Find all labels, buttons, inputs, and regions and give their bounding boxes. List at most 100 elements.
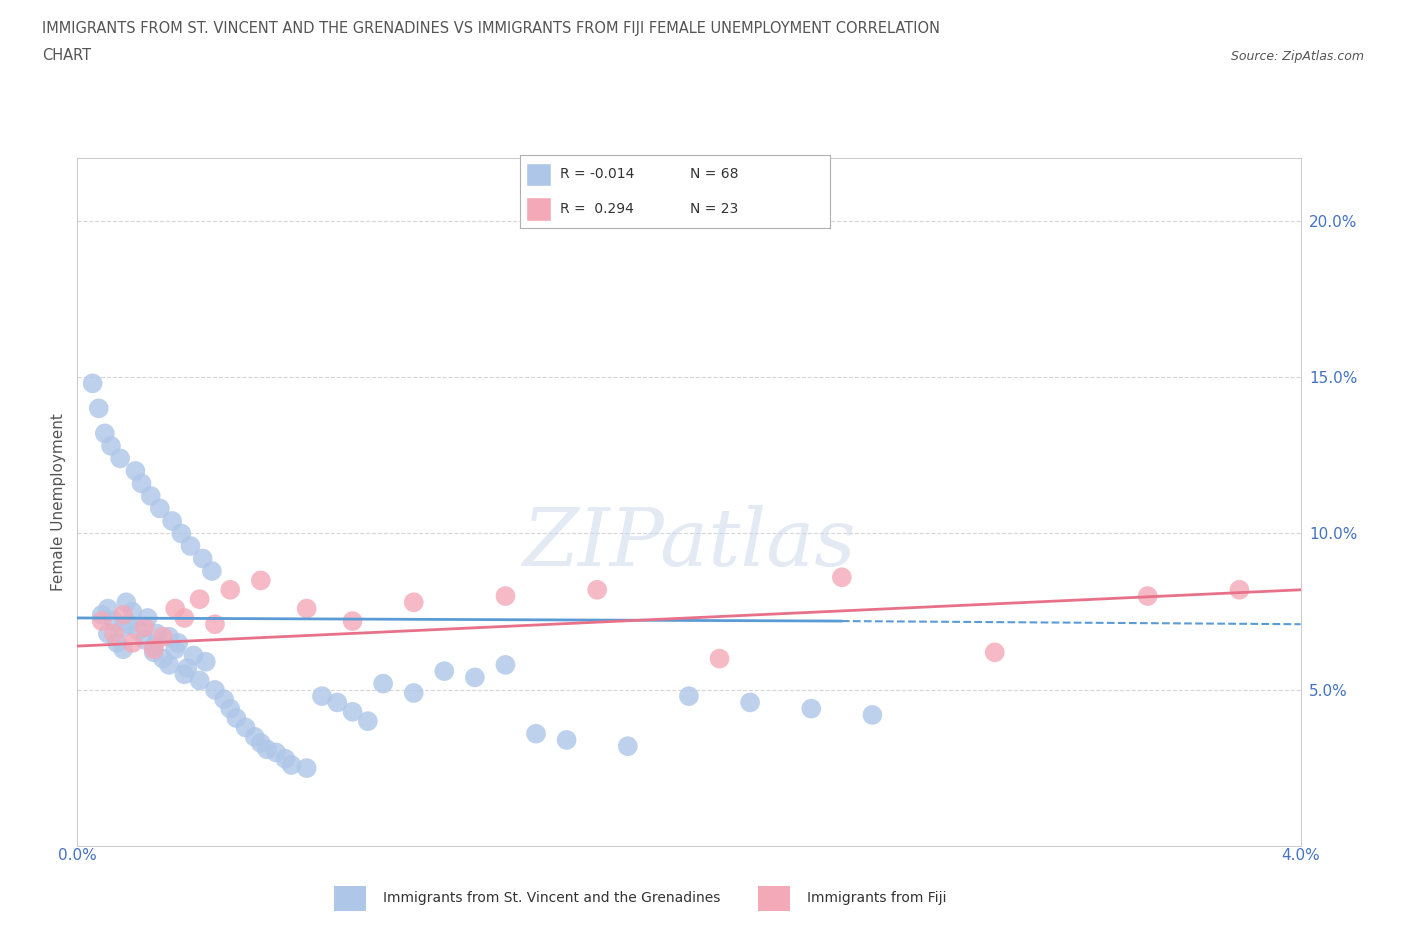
Point bbox=[188, 591, 211, 606]
Point bbox=[191, 551, 214, 566]
Point bbox=[149, 501, 172, 516]
Point bbox=[170, 526, 193, 541]
Point bbox=[243, 729, 266, 744]
Point bbox=[831, 570, 853, 585]
Text: R = -0.014: R = -0.014 bbox=[561, 167, 634, 181]
Point bbox=[146, 626, 169, 641]
Point bbox=[94, 426, 117, 441]
Point bbox=[124, 463, 146, 478]
Point bbox=[165, 601, 187, 616]
Point bbox=[173, 667, 195, 682]
Point bbox=[1229, 582, 1251, 597]
Point bbox=[617, 738, 640, 753]
Point bbox=[495, 658, 517, 672]
Point bbox=[112, 642, 135, 657]
Point bbox=[136, 610, 159, 625]
Point bbox=[152, 630, 174, 644]
Point bbox=[100, 438, 122, 453]
Point bbox=[194, 655, 217, 670]
Point bbox=[142, 642, 165, 657]
Point bbox=[112, 620, 135, 635]
Point bbox=[112, 607, 135, 622]
Text: R =  0.294: R = 0.294 bbox=[561, 202, 634, 216]
Point bbox=[121, 635, 143, 650]
Text: Immigrants from Fiji: Immigrants from Fiji bbox=[807, 891, 946, 906]
Point bbox=[280, 758, 302, 773]
Point bbox=[131, 476, 153, 491]
Point bbox=[342, 614, 364, 629]
Point bbox=[152, 651, 174, 666]
Point bbox=[219, 701, 242, 716]
Point bbox=[118, 617, 141, 631]
Text: ZIPatlas: ZIPatlas bbox=[522, 505, 856, 582]
Point bbox=[326, 695, 349, 710]
Point bbox=[103, 626, 125, 641]
Text: 4.0%: 4.0% bbox=[1281, 848, 1320, 863]
Point bbox=[1136, 589, 1159, 604]
Point bbox=[87, 401, 110, 416]
Text: Immigrants from St. Vincent and the Grenadines: Immigrants from St. Vincent and the Gren… bbox=[382, 891, 720, 906]
Point bbox=[295, 761, 318, 776]
Point bbox=[357, 713, 380, 728]
Point bbox=[134, 632, 156, 647]
Point bbox=[740, 695, 762, 710]
Point bbox=[264, 745, 287, 760]
Point bbox=[371, 676, 394, 691]
Point bbox=[121, 604, 143, 619]
Point bbox=[160, 513, 183, 528]
Point bbox=[108, 451, 131, 466]
Text: N = 68: N = 68 bbox=[690, 167, 738, 181]
Point bbox=[128, 623, 150, 638]
Point bbox=[157, 658, 180, 672]
Bar bbox=[758, 885, 790, 911]
Point bbox=[90, 607, 112, 622]
Point bbox=[524, 726, 547, 741]
Point bbox=[97, 626, 120, 641]
Point bbox=[173, 610, 195, 625]
Point bbox=[157, 630, 180, 644]
Point bbox=[984, 644, 1007, 659]
Point bbox=[274, 751, 297, 766]
Point bbox=[204, 617, 226, 631]
Point bbox=[134, 620, 156, 635]
Point bbox=[97, 601, 120, 616]
Point bbox=[188, 673, 211, 688]
Bar bbox=[333, 885, 367, 911]
Point bbox=[176, 660, 198, 675]
Point bbox=[586, 582, 609, 597]
Point bbox=[204, 683, 226, 698]
Point bbox=[183, 648, 205, 663]
Point bbox=[464, 670, 486, 684]
Point bbox=[82, 376, 104, 391]
Point bbox=[256, 742, 278, 757]
Point bbox=[311, 689, 333, 704]
Bar bbox=[526, 163, 551, 186]
Text: Source: ZipAtlas.com: Source: ZipAtlas.com bbox=[1230, 50, 1364, 63]
Text: IMMIGRANTS FROM ST. VINCENT AND THE GRENADINES VS IMMIGRANTS FROM FIJI FEMALE UN: IMMIGRANTS FROM ST. VINCENT AND THE GREN… bbox=[42, 20, 941, 35]
Point bbox=[709, 651, 731, 666]
Point bbox=[862, 708, 884, 723]
Point bbox=[219, 582, 242, 597]
Point bbox=[295, 601, 318, 616]
Point bbox=[250, 573, 273, 588]
Point bbox=[495, 589, 517, 604]
Point bbox=[555, 733, 578, 748]
Bar bbox=[526, 197, 551, 220]
Point bbox=[142, 639, 165, 654]
Y-axis label: Female Unemployment: Female Unemployment bbox=[51, 413, 66, 591]
Point bbox=[167, 635, 190, 650]
Point bbox=[103, 614, 125, 629]
Point bbox=[212, 692, 235, 707]
Point bbox=[235, 720, 257, 735]
Text: CHART: CHART bbox=[42, 48, 91, 63]
Point bbox=[201, 564, 224, 578]
Point bbox=[342, 704, 364, 719]
Point bbox=[250, 736, 273, 751]
Point bbox=[402, 595, 425, 610]
Point bbox=[105, 635, 128, 650]
Point bbox=[165, 642, 187, 657]
Point bbox=[225, 711, 247, 725]
Point bbox=[139, 488, 162, 503]
Point bbox=[433, 664, 456, 679]
Point bbox=[800, 701, 823, 716]
